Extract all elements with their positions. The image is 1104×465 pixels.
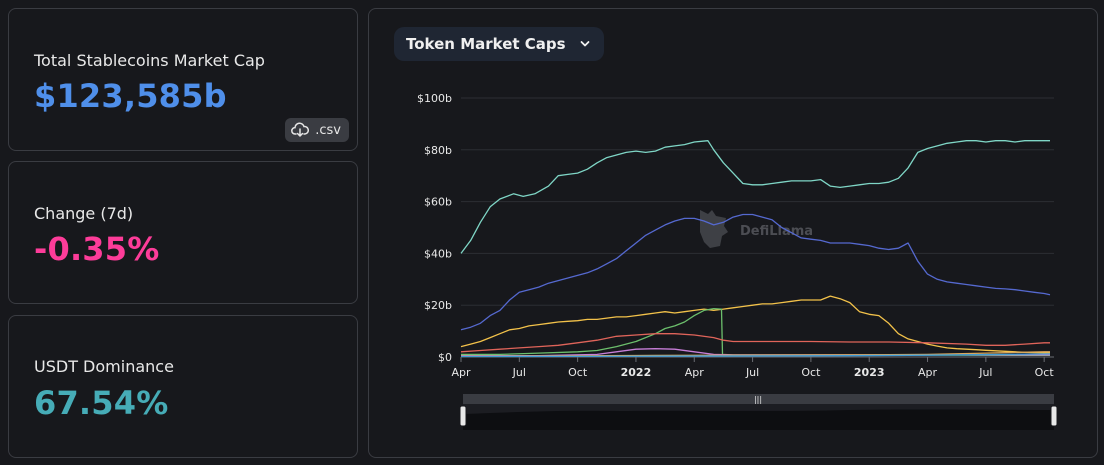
change-7d-card: Change (7d) -0.35% [8,161,358,304]
usdt-dominance-label: USDT Dominance [34,357,174,376]
chart-type-dropdown[interactable]: Token Market Caps [394,27,604,61]
chevron-down-icon [580,41,589,47]
total-market-cap-value: $123,585b [34,77,227,115]
chart-panel: Token Market Caps [368,8,1098,458]
chart-type-label: Token Market Caps [406,35,566,53]
change-7d-label: Change (7d) [34,204,134,223]
download-csv-button[interactable]: .csv [285,118,349,142]
csv-label: .csv [315,122,341,138]
usdt-dominance-value: 67.54% [34,384,169,422]
change-7d-value: -0.35% [34,230,160,268]
cloud-download-icon [291,122,310,137]
usdt-dominance-card: USDT Dominance 67.54% [8,315,358,458]
total-market-cap-label: Total Stablecoins Market Cap [34,51,265,70]
total-market-cap-card: Total Stablecoins Market Cap $123,585b .… [8,8,358,151]
